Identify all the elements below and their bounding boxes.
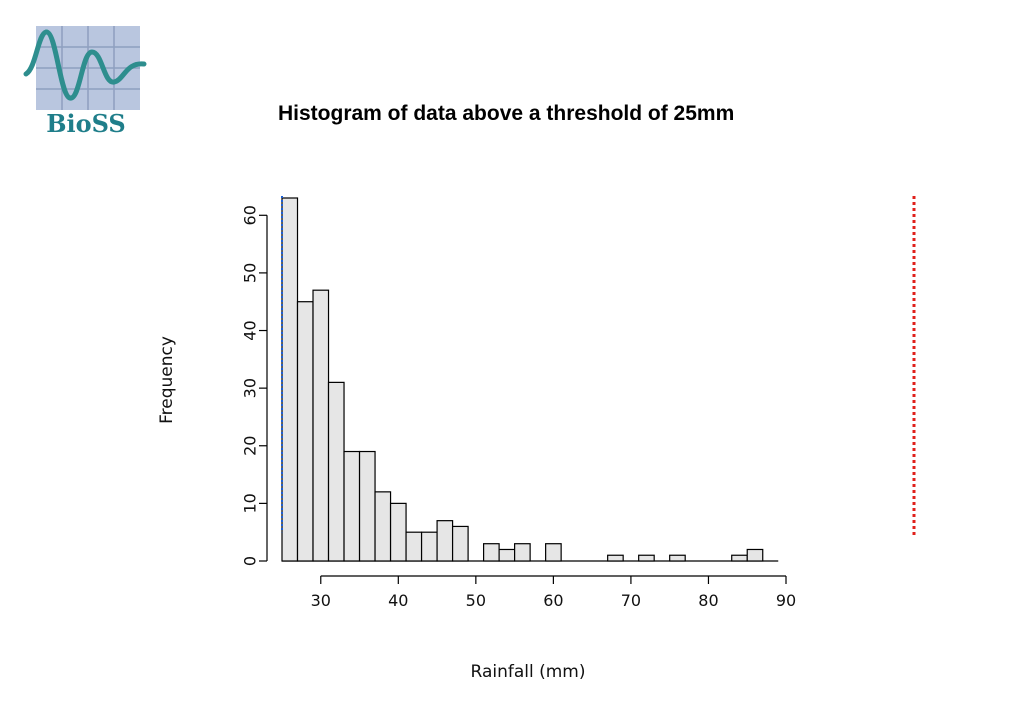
page-title: Histogram of data above a threshold of 2…: [278, 102, 735, 125]
histogram-bar: [545, 543, 562, 562]
bioss-logo: BioSS: [23, 26, 147, 136]
histogram-bar: [669, 554, 686, 562]
x-tick-label: 60: [543, 591, 563, 610]
histogram-bar: [607, 554, 624, 562]
histogram-bar: [405, 531, 423, 562]
x-tick-label: 90: [776, 591, 796, 610]
histogram-bar: [731, 554, 748, 562]
x-tick-label: 50: [466, 591, 486, 610]
histogram-bar: [420, 531, 438, 562]
y-tick-label: 0: [241, 556, 260, 566]
histogram-bar: [296, 301, 314, 562]
histogram-bar: [374, 491, 392, 562]
logo-wave: [23, 29, 147, 101]
histogram-bar: [281, 197, 299, 562]
y-tick-label: 30: [241, 378, 260, 398]
histogram-bar: [746, 548, 764, 562]
y-tick-label: 50: [241, 263, 260, 283]
y-tick-label: 20: [241, 436, 260, 456]
histogram-bar: [514, 543, 531, 562]
histogram-bar: [498, 548, 516, 562]
y-tick-label: 60: [241, 205, 260, 225]
histogram-bar: [451, 525, 469, 562]
histogram-bar: [389, 502, 407, 562]
histogram-bar: [358, 450, 376, 562]
x-tick-label: 30: [311, 591, 331, 610]
x-tick-label: 70: [621, 591, 641, 610]
y-axis: 0 10 20 30 40 50 60: [241, 205, 268, 566]
histogram-bar: [483, 543, 500, 562]
histogram-bar: [638, 554, 655, 562]
histogram-bar: [327, 381, 345, 562]
x-axis-title: Rainfall (mm): [471, 662, 586, 682]
histogram-bar: [343, 450, 361, 562]
y-tick-label: 10: [241, 493, 260, 513]
x-tick-label: 80: [698, 591, 718, 610]
x-tick-label: 40: [388, 591, 408, 610]
logo-text: BioSS: [46, 109, 126, 136]
x-axis: 30 40 50 60 70 80 90: [311, 575, 796, 610]
histogram-bars: [281, 197, 779, 562]
y-tick-label: 40: [241, 320, 260, 340]
histogram-bar: [312, 289, 330, 562]
y-axis-title: Frequency: [157, 336, 177, 424]
histogram-bar: [436, 520, 454, 562]
